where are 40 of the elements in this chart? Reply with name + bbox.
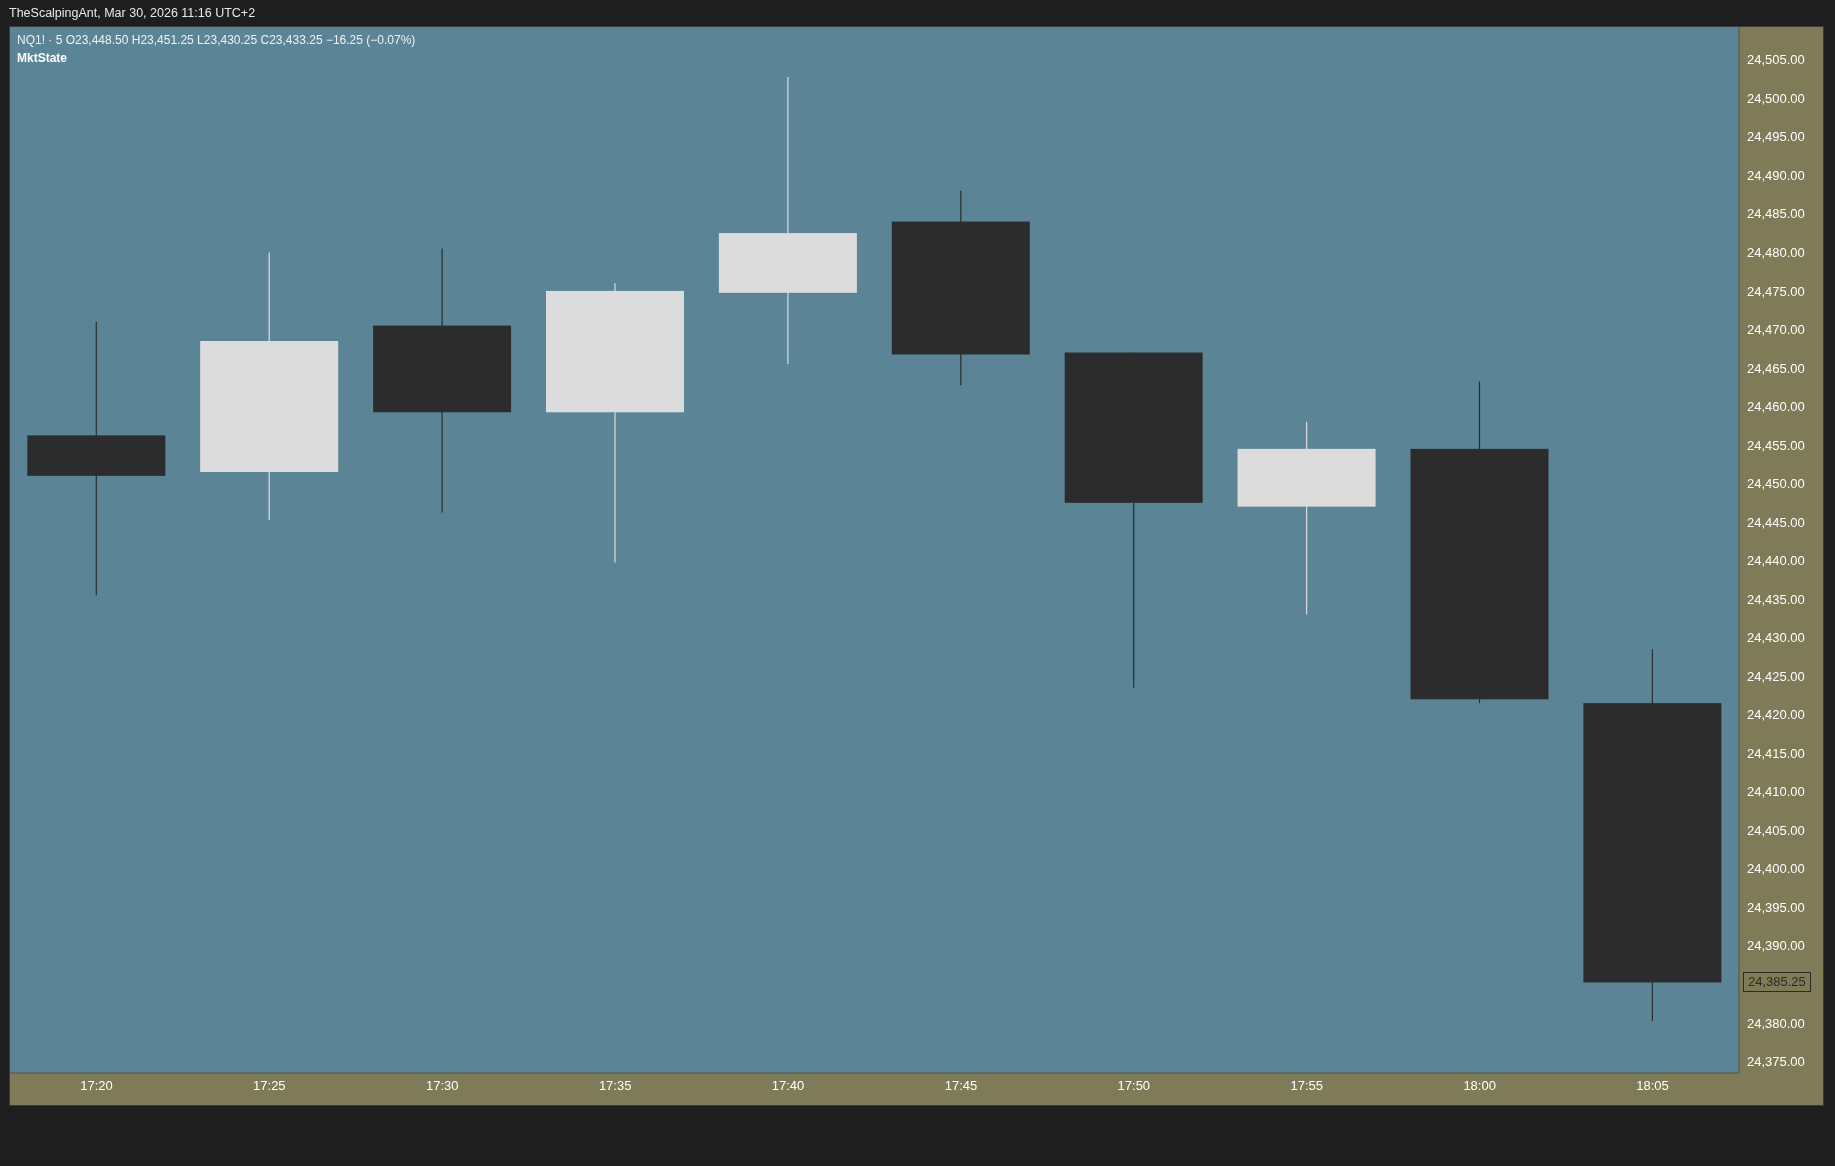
x-tick-label: 18:05 [1636,1078,1669,1094]
x-tick-label: 17:35 [598,1078,632,1094]
text: 24,385.25 [1743,972,1811,993]
x-tick-label: 17:55 [1290,1078,1324,1094]
x-tick-label: 17:30 [425,1078,459,1094]
x-tick-label: 17:45 [944,1078,978,1094]
y-tick-label: 24,440.00 [1747,553,1805,569]
y-tick-label: 24,505.00 [1747,52,1805,68]
y-tick-label: 24,485.00 [1747,206,1805,222]
y-tick-label: 24,480.00 [1747,245,1805,260]
y-tick-label: 24,450.00 [1747,476,1805,492]
y-tick-label: 24,495.00 [1747,129,1805,145]
y-tick-label: 24,380.00 [1747,1015,1805,1031]
y-tick-label: 24,500.00 [1747,90,1805,106]
y-tick-label: 24,390.00 [1747,938,1805,954]
y-tick-label: 24,455.00 [1747,437,1805,453]
y-tick-label: 24,465.00 [1747,360,1805,376]
text: NQ1! · 5 O23,448.50 H23,451.25 L23,430.25 C23,433.25 −16.25 (−0.07%) [17,33,416,47]
y-tick-label: 24,435.00 [1747,591,1805,607]
y-tick-label: 24,400.00 [1747,861,1805,877]
y-tick-label: 24,490.00 [1747,167,1805,183]
y-tick-label: 24,375.00 [1747,1054,1805,1070]
y-tick-label: 24,475.00 [1747,283,1805,299]
y-tick-label: 24,470.00 [1747,322,1805,338]
y-tick-label: 24,410.00 [1747,784,1805,800]
y-tick-label: 24,425.00 [1747,668,1805,684]
x-tick-label: 17:20 [80,1078,113,1094]
y-tick-label: 24,445.00 [1747,514,1805,530]
y-tick-label: 24,405.00 [1747,822,1805,838]
x-tick-label: 17:50 [1117,1078,1151,1094]
x-tick-label: 17:40 [771,1078,805,1094]
chart-title: TheScalpingAnt, Mar 30, 2026 11:16 UTC+2 [9,6,256,20]
x-tick-label: 18:00 [1463,1078,1496,1094]
y-tick-label: 24,430.00 [1747,630,1805,646]
x-tick-label: 17:25 [253,1078,286,1094]
y-tick-label: 24,395.00 [1747,899,1805,915]
annotation: MktState [17,51,68,65]
y-tick-label: 24,420.00 [1747,707,1805,723]
y-tick-label: 24,415.00 [1747,745,1805,761]
y-tick-label: 24,460.00 [1747,399,1805,415]
